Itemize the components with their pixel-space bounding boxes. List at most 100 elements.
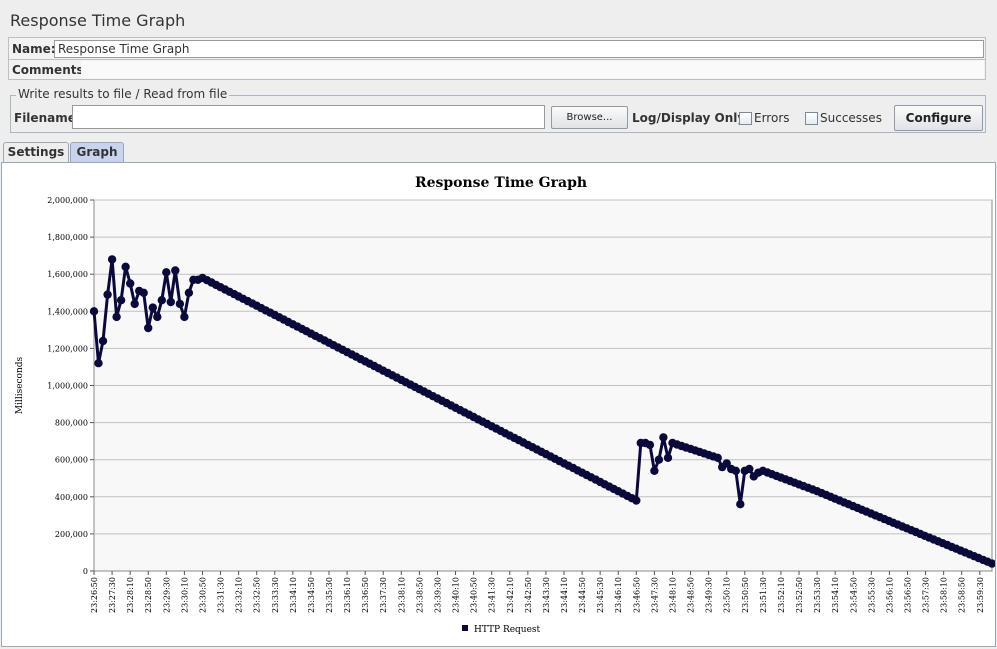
x-tick-label: 23:47:30: [650, 577, 659, 613]
x-tick-label: 23:34:10: [289, 577, 298, 613]
x-tick-label: 23:52:50: [795, 577, 804, 613]
y-tick-label: 1,800,000: [47, 233, 88, 242]
x-tick-label: 23:34:50: [307, 577, 316, 613]
x-tick-label: 23:33:30: [271, 577, 280, 613]
x-tick-label: 23:39:30: [433, 577, 442, 613]
data-point: [98, 336, 108, 346]
x-tick-label: 23:48:50: [687, 577, 696, 613]
x-tick-label: 23:50:50: [741, 577, 750, 613]
name-label: Name:: [12, 42, 56, 56]
comments-label: Comments:: [12, 63, 89, 77]
tab-graph[interactable]: Graph: [70, 142, 124, 163]
data-point: [171, 266, 180, 275]
x-tick-label: 23:43:30: [542, 577, 551, 613]
x-tick-label: 23:42:10: [506, 577, 515, 613]
y-tick-label: 200,000: [55, 530, 88, 539]
x-tick-label: 23:31:30: [217, 577, 226, 613]
data-point: [148, 303, 157, 312]
x-tick-label: 23:35:30: [325, 577, 334, 613]
data-point: [632, 496, 641, 505]
x-tick-label: 23:44:10: [560, 577, 569, 613]
data-point: [166, 297, 175, 307]
x-tick-label: 23:40:50: [470, 577, 479, 613]
data-point: [659, 433, 668, 442]
filename-input[interactable]: [72, 105, 545, 129]
y-tick-label: 0: [83, 567, 88, 576]
data-point: [116, 296, 126, 305]
x-tick-label: 23:53:30: [813, 577, 822, 613]
data-point: [645, 440, 655, 450]
successes-checkbox[interactable]: [805, 112, 818, 125]
data-point: [112, 312, 121, 322]
x-tick-label: 23:38:10: [397, 577, 406, 613]
data-point: [175, 299, 185, 309]
x-tick-label: 23:52:10: [777, 577, 786, 613]
data-point: [107, 255, 117, 264]
x-tick-label: 23:54:10: [831, 577, 840, 613]
x-tick-label: 23:29:30: [162, 577, 171, 613]
x-tick-label: 23:51:30: [759, 577, 768, 613]
data-point: [103, 290, 112, 299]
comments-input[interactable]: [81, 61, 984, 78]
x-tick-label: 23:32:50: [253, 577, 262, 613]
y-tick-label: 1,000,000: [47, 382, 88, 391]
x-tick-label: 23:57:30: [922, 577, 931, 613]
data-point: [157, 296, 166, 305]
data-point: [162, 268, 171, 277]
configure-button[interactable]: Configure: [894, 105, 983, 131]
log-display-label: Log/Display Only:: [632, 111, 750, 125]
y-tick-label: 1,600,000: [47, 270, 88, 279]
errors-label[interactable]: Errors: [754, 111, 790, 125]
x-tick-label: 23:44:50: [578, 577, 587, 613]
data-point: [713, 453, 722, 462]
y-tick-label: 1,400,000: [47, 307, 88, 316]
legend-label: HTTP Request: [474, 625, 541, 635]
errors-checkbox[interactable]: [739, 112, 752, 125]
y-axis-label: Milliseconds: [15, 356, 25, 414]
y-tick-label: 400,000: [55, 493, 88, 502]
response-time-chart: Response Time Graph 0 200,000 400,000 600,00…: [15, 175, 995, 635]
file-panel-legend: Write results to file / Read from file: [16, 87, 230, 101]
data-point: [722, 459, 731, 468]
name-input[interactable]: [54, 40, 984, 58]
y-tick-label: 800,000: [55, 419, 88, 428]
data-point: [987, 559, 995, 568]
data-point: [94, 359, 103, 368]
graph-panel: Response Time Graph 0 200,000 400,000 600,00…: [1, 162, 996, 647]
x-tick-label: 23:49:30: [705, 577, 714, 613]
x-tick-label: 23:55:30: [867, 577, 876, 613]
x-tick-label: 23:59:30: [976, 577, 985, 613]
x-tick-label: 23:45:30: [596, 577, 605, 613]
x-tick-label: 23:26:50: [90, 577, 99, 613]
data-point: [663, 453, 673, 462]
x-tick-label: 23:37:30: [379, 577, 388, 613]
y-tick-label: 600,000: [55, 456, 88, 465]
x-tick-label: 23:48:10: [668, 577, 677, 613]
tab-settings[interactable]: Settings: [3, 142, 69, 163]
x-tick-label: 23:32:10: [235, 577, 244, 613]
x-tick-label: 23:27:30: [108, 577, 117, 613]
browse-button[interactable]: Browse...: [551, 106, 628, 129]
page-title: Response Time Graph: [10, 11, 186, 30]
data-point: [153, 312, 162, 322]
x-tick-label: 23:28:50: [144, 577, 153, 613]
data-point: [130, 299, 139, 309]
successes-label[interactable]: Successes: [820, 111, 882, 125]
data-point: [745, 464, 754, 474]
legend-marker: [462, 625, 468, 631]
name-row: Name:: [8, 37, 986, 60]
comments-row: Comments:: [8, 60, 986, 80]
x-tick-label: 23:40:10: [452, 577, 461, 613]
y-tick-label: 1,200,000: [47, 344, 88, 353]
x-tick-label: 23:38:50: [415, 577, 424, 613]
data-point: [736, 500, 745, 509]
x-tick-label: 23:36:50: [361, 577, 370, 613]
x-tick-label: 23:46:50: [632, 577, 641, 613]
data-point: [144, 323, 153, 333]
x-tick-label: 23:41:30: [488, 577, 497, 613]
data-point: [89, 307, 99, 316]
data-point: [139, 288, 148, 297]
data-point: [184, 288, 194, 297]
x-tick-label: 23:46:10: [614, 577, 623, 613]
x-tick-label: 23:30:50: [198, 577, 207, 613]
